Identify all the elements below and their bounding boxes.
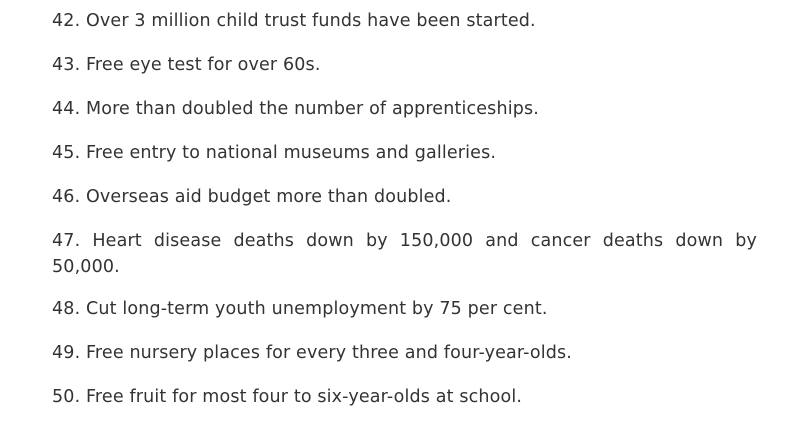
- list-item-45: 45. Free entry to national museums and g…: [52, 143, 497, 163]
- list-item-48: 48. Cut long-term youth unemployment by …: [52, 299, 548, 319]
- list-item-44: 44. More than doubled the number of appr…: [52, 99, 539, 119]
- list-item-50: 50. Free fruit for most four to six-year…: [52, 387, 523, 407]
- list-item-49: 49. Free nursery places for every three …: [52, 343, 573, 363]
- list-item-42: 42. Over 3 million child trust funds hav…: [52, 11, 536, 31]
- list-item-43: 43. Free eye test for over 60s.: [52, 55, 321, 75]
- numbered-list: 42. Over 3 million child trust funds hav…: [52, 8, 757, 428]
- list-item-47: 47. Heart disease deaths down by 150,000…: [52, 231, 757, 277]
- list-item-46: 46. Overseas aid budget more than double…: [52, 187, 452, 207]
